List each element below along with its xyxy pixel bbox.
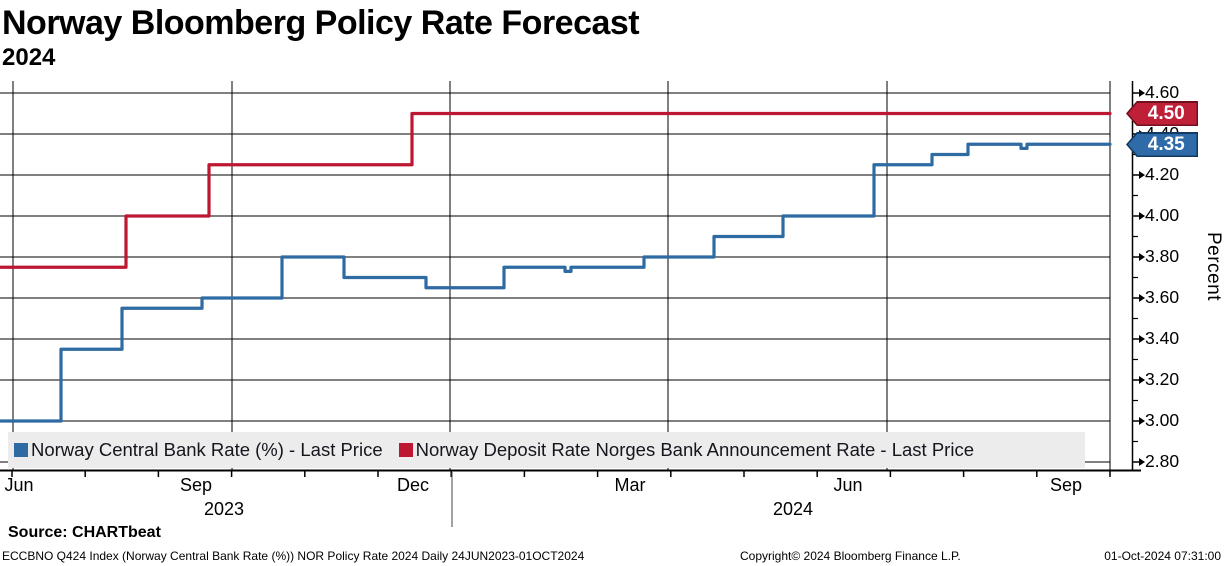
- x-tick-label: Dec: [396, 475, 430, 495]
- footer-datetime: 01-Oct-2024 07:31:00: [1104, 549, 1221, 563]
- last-price-badge-red: 4.50: [1126, 101, 1198, 126]
- x-tick-label: Mar: [614, 475, 646, 495]
- y-tick-label: 3.00: [1145, 410, 1180, 430]
- footer-copyright: Copyright© 2024 Bloomberg Finance L.P.: [740, 549, 961, 563]
- series-line: [0, 111, 1112, 269]
- legend-label: Norway Deposit Rate Norges Bank Announce…: [415, 439, 974, 460]
- footer-ticker-info: ECCBNO Q424 Index (Norway Central Bank R…: [2, 549, 585, 563]
- chart-title: Norway Bloomberg Policy Rate Forecast: [2, 4, 640, 42]
- badge-value: 4.35: [1128, 133, 1197, 156]
- y-tick-label: 2.80: [1145, 451, 1180, 471]
- y-axis-title: Percent: [1203, 232, 1224, 301]
- legend-item-central-bank-rate[interactable]: Norway Central Bank Rate (%) - Last Pric…: [14, 439, 383, 461]
- last-price-badge-blue: 4.35: [1126, 132, 1198, 157]
- legend: Norway Central Bank Rate (%) - Last Pric…: [8, 432, 1085, 468]
- series-line: [0, 142, 1112, 423]
- x-tick-label: Sep: [1049, 475, 1083, 495]
- year-label: 2023: [203, 499, 245, 519]
- year-label: 2024: [772, 499, 814, 519]
- x-tick-label: Jun: [4, 475, 34, 495]
- x-tick-label: Jun: [833, 475, 863, 495]
- y-tick-label: 4.00: [1145, 205, 1180, 225]
- y-tick-label: 3.40: [1145, 328, 1180, 348]
- y-tick-label: 3.80: [1145, 246, 1180, 266]
- red-series-swatch-icon: [398, 443, 413, 457]
- chart-subtitle: 2024: [2, 44, 56, 71]
- badge-value: 4.50: [1128, 102, 1197, 125]
- y-tick-label: 3.20: [1145, 369, 1180, 389]
- blue-series-swatch-icon: [14, 443, 28, 457]
- source-line: Source: CHARTbeat: [8, 524, 161, 541]
- legend-item-deposit-rate[interactable]: Norway Deposit Rate Norges Bank Announce…: [398, 439, 974, 461]
- y-tick-label: 4.20: [1145, 164, 1180, 184]
- legend-label: Norway Central Bank Rate (%) - Last Pric…: [31, 439, 383, 460]
- y-tick-label: 3.60: [1145, 287, 1180, 307]
- x-tick-label: Sep: [179, 475, 213, 495]
- y-tick-label: 4.60: [1145, 82, 1180, 102]
